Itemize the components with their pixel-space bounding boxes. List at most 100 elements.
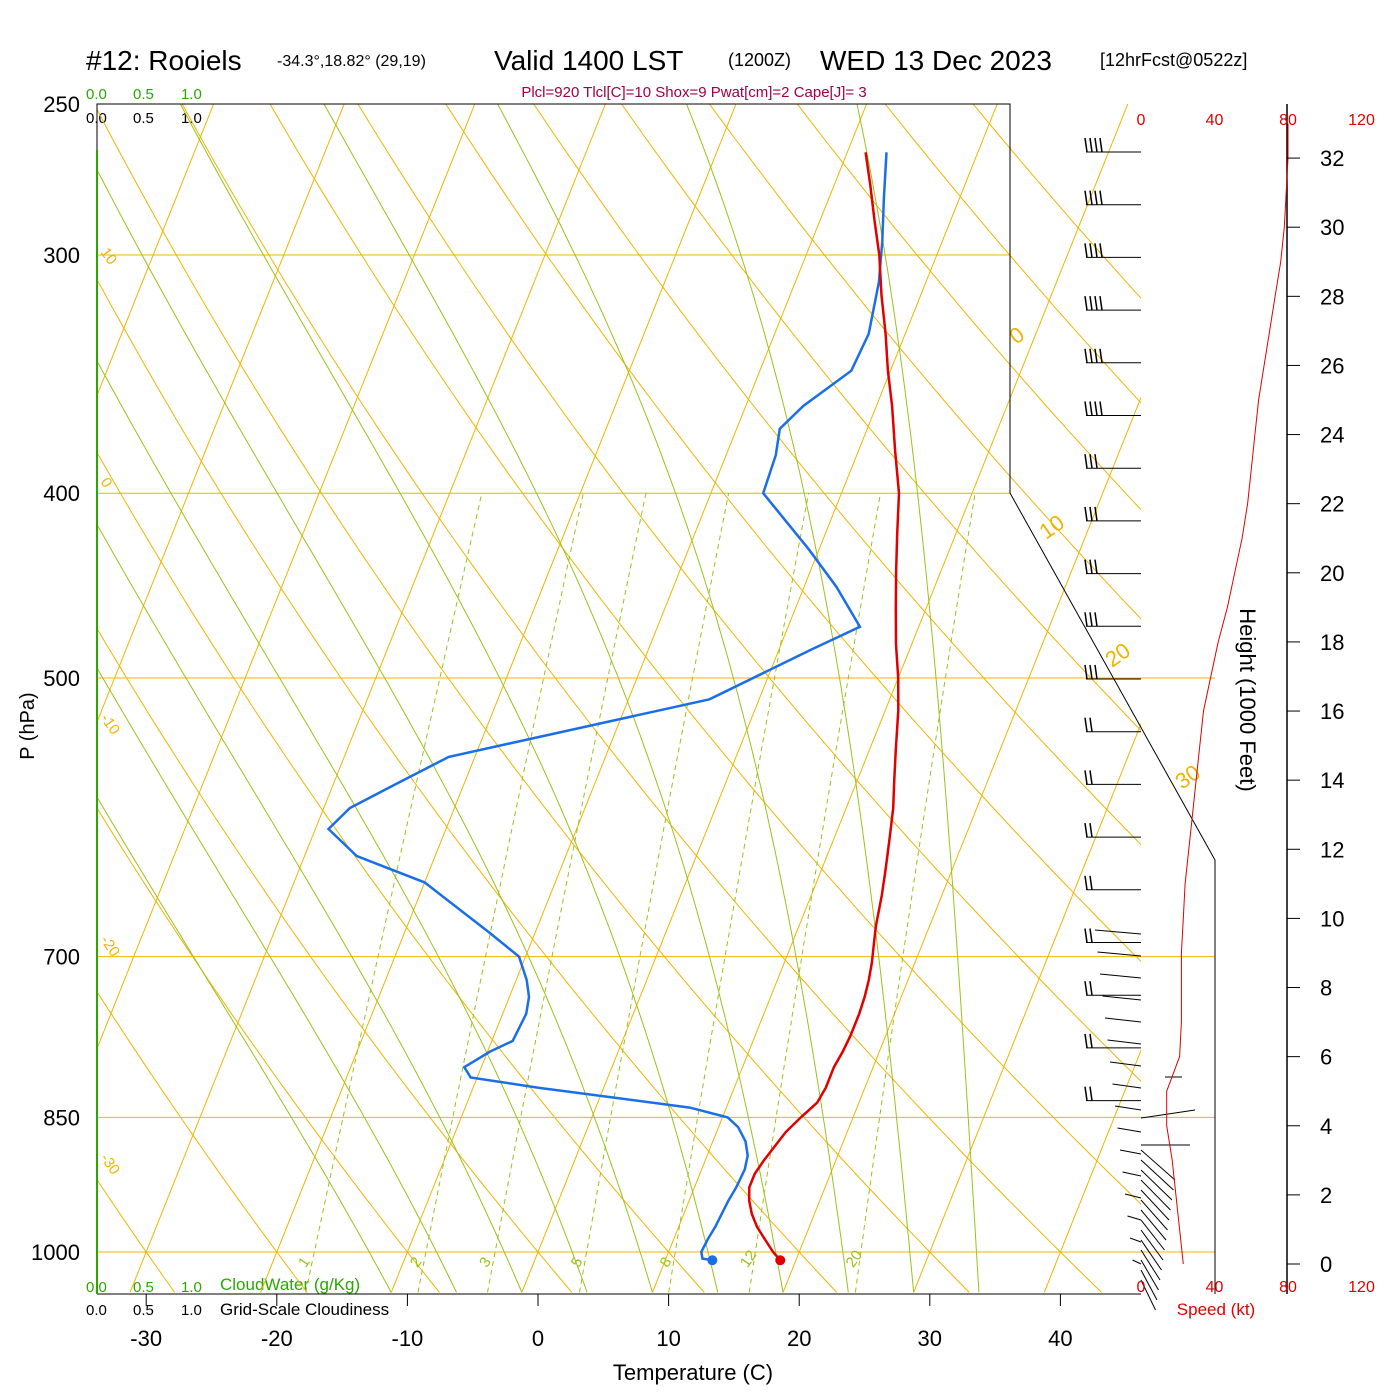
cloudiness-scale-bottom-2: 1.0 [181, 1302, 202, 1319]
barb-flag-18-1 [1089, 1086, 1093, 1101]
barb-flag-17-0 [1084, 1033, 1088, 1049]
barb-flag-17-1 [1089, 1033, 1093, 1049]
height-tick-label-14: 28 [1320, 284, 1344, 309]
moist-adiabat-15 [179, 104, 719, 1293]
dry-adiabat-130 [972, 104, 1141, 299]
barb-flag-2-3 [1099, 243, 1103, 258]
forecast-date: WED 13 Dec 2023 [820, 45, 1052, 76]
cloudwater-label: CloudWater (g/Kg) [220, 1275, 360, 1294]
temp-tick-label-4: 10 [656, 1326, 680, 1351]
temp-tick-label-5: 20 [787, 1326, 811, 1351]
cloudiness-scale-top-1: 0.5 [133, 110, 154, 127]
height-tick-label-12: 24 [1320, 423, 1344, 448]
moist-adiabat-0 [97, 523, 523, 1293]
moist-adiabat-35 [856, 104, 980, 1293]
dry-adiabat-label-left-3: -20 [97, 933, 123, 961]
dry-adiabat-label-left-1: 0 [97, 475, 116, 492]
barb-flag-18-0 [1084, 1086, 1088, 1101]
barb-long-2 [1140, 1109, 1196, 1119]
station-title: #12: Rooiels [86, 45, 242, 76]
barb-flag-11-1 [1089, 717, 1093, 732]
pressure-tick-label-6: 1000 [31, 1240, 80, 1265]
height-tick-label-6: 12 [1320, 837, 1344, 862]
barb-sfc-11 [1140, 1259, 1159, 1291]
moist-adiabat-25 [497, 104, 849, 1293]
barb-flag-10-1 [1089, 664, 1093, 680]
barb-flag-16-1 [1089, 981, 1093, 996]
mixing-ratio-label-0: 1 [295, 1254, 314, 1271]
temp-tick-label-3: 0 [532, 1326, 544, 1351]
isotherm--50 [97, 104, 345, 724]
barb-low-12 [1124, 1193, 1142, 1199]
barb-sfc-10 [1140, 1249, 1161, 1281]
isotherm-30 [913, 722, 1141, 1293]
mixing-ratio-label-3: 5 [568, 1254, 587, 1271]
barb-low-3 [1102, 995, 1142, 1001]
speed-tick-top-0: 0 [1137, 112, 1146, 129]
dry-adiabat-70 [445, 104, 1141, 963]
barb-sfc-7 [1140, 1219, 1165, 1251]
barb-flag-13-1 [1089, 822, 1093, 838]
barb-flag-7-1 [1089, 506, 1093, 522]
barb-flag-12-0 [1084, 770, 1088, 785]
mixing-ratio-lines [305, 493, 976, 1293]
mixing-ratio-line-0 [305, 493, 483, 1293]
barb-sfc-1 [1140, 1159, 1174, 1191]
height-tick-label-3: 6 [1320, 1045, 1332, 1070]
moist-adiabat--10 [97, 796, 392, 1293]
height-tick-label-11: 22 [1320, 492, 1344, 517]
mixing-ratio-line-2 [487, 493, 647, 1293]
barb-flag-2-2 [1094, 243, 1098, 258]
speed-tick-bottom-3: 120 [1348, 1279, 1375, 1296]
mixing-ratio-label-6: 20 [843, 1247, 866, 1270]
temp-tick-label-0: -30 [130, 1326, 162, 1351]
barb-sfc-9 [1140, 1239, 1162, 1271]
barb-low-11 [1122, 1171, 1142, 1177]
barb-flag-9-2 [1094, 612, 1098, 627]
dry-adiabat-120 [884, 104, 1141, 404]
barb-sfc-5 [1140, 1199, 1168, 1231]
barb-flag-3-2 [1094, 295, 1098, 311]
barb-flag-8-1 [1089, 559, 1093, 574]
dry-adiabat--20 [97, 990, 308, 1293]
barb-flag-10-0 [1084, 664, 1088, 680]
dry-adiabat-label-left-2: -10 [97, 711, 123, 739]
barb-flag-4-3 [1099, 348, 1103, 363]
barb-low-9 [1117, 1127, 1142, 1133]
barb-low-14 [1129, 1237, 1142, 1243]
mixing-ratio-label-5: 12 [737, 1247, 760, 1270]
barb-flag-6-1 [1089, 454, 1093, 469]
barb-flag-4-2 [1094, 348, 1098, 363]
isotherm-40 [1043, 1049, 1141, 1293]
barb-flag-0-3 [1099, 137, 1103, 153]
temperature-line [747, 152, 901, 1262]
dry-adiabat-110 [796, 104, 1141, 511]
barb-low-2 [1099, 973, 1142, 979]
height-tick-label-16: 32 [1320, 146, 1344, 171]
barb-flag-7-2 [1094, 506, 1098, 522]
station-coords: -34.3°,18.82° (29,19) [277, 53, 426, 70]
speed-tick-top-3: 120 [1348, 112, 1375, 129]
barb-flag-13-0 [1084, 822, 1088, 838]
cloudiness-scale-bottom-0: 0.0 [86, 1302, 107, 1319]
mixing-ratio-label-2: 3 [476, 1254, 495, 1271]
dry-adiabat-40 [181, 104, 1102, 1293]
barb-sfc-12 [1140, 1269, 1158, 1301]
cloud-scale-top-2: 1.0 [181, 86, 202, 103]
moist-adiabat--5 [97, 666, 457, 1293]
cloudiness-scale-bottom: 0.0 0.5 1.0 Grid-Scale Cloudiness [86, 1300, 389, 1319]
speed-tick-top-2: 80 [1279, 112, 1297, 129]
dry-adiabat-label-right-2: 20 [1101, 638, 1135, 673]
temp-tick-label-2: -10 [392, 1326, 424, 1351]
barb-flag-10-2 [1094, 664, 1098, 680]
isotherm-10 [651, 104, 1129, 1293]
temp-tick-label-1: -20 [261, 1326, 293, 1351]
barb-flag-4-0 [1084, 348, 1088, 363]
barb-flag-6-0 [1084, 454, 1088, 469]
barb-flag-5-2 [1094, 401, 1098, 416]
barb-flag-15-0 [1084, 928, 1088, 943]
mixing-ratio-line-6 [854, 493, 976, 1293]
height-tick-label-15: 30 [1320, 215, 1344, 240]
barb-flag-1-1 [1089, 190, 1093, 205]
barb-low-15 [1132, 1259, 1142, 1265]
